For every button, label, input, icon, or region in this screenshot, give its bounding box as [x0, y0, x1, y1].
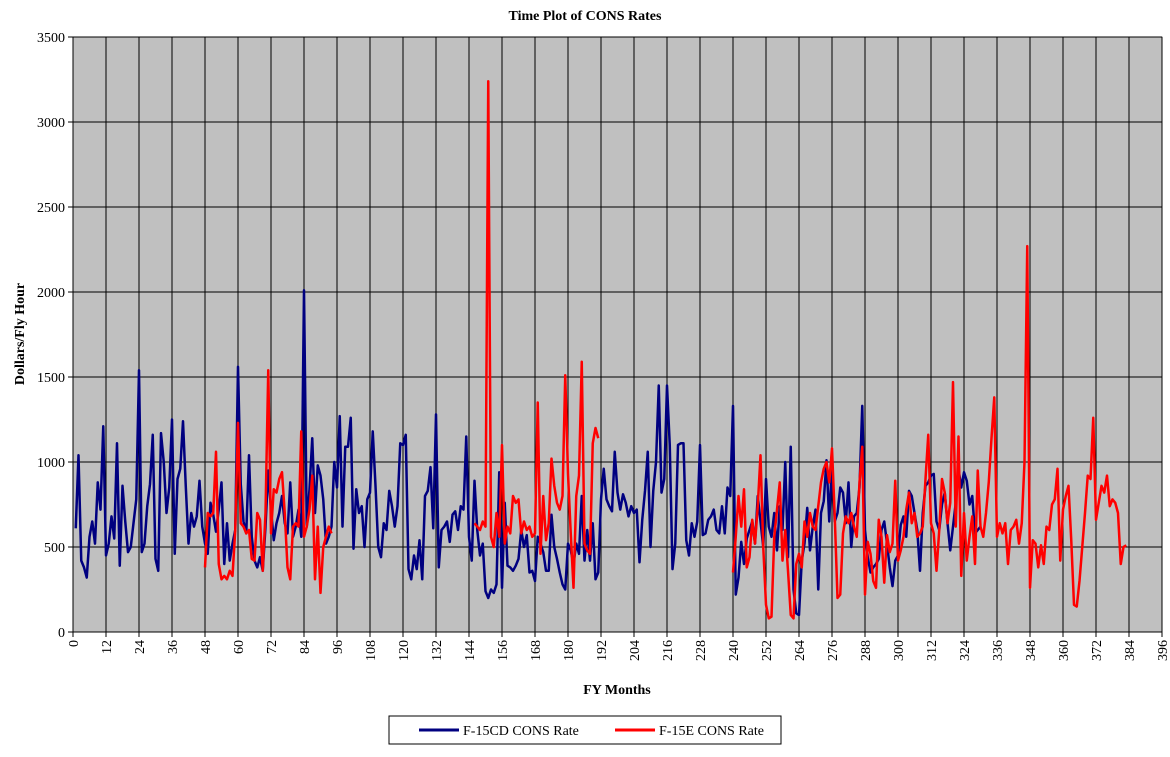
y-tick-label: 3500 [37, 31, 65, 46]
x-tick-label: 252 [760, 640, 775, 661]
series-line [203, 368, 333, 595]
x-tick-label: 72 [265, 640, 280, 654]
x-tick-label: 144 [463, 640, 478, 661]
x-tick-label: 132 [430, 640, 445, 661]
x-tick-label: 24 [133, 640, 148, 654]
x-tick-label: 60 [232, 640, 247, 654]
x-tick-label: 120 [397, 640, 412, 661]
x-tick-label: 48 [199, 640, 214, 654]
x-tick-label: 336 [991, 640, 1006, 661]
x-tick-label: 108 [364, 640, 379, 661]
y-tick-label: 3000 [37, 116, 65, 131]
x-tick-label: 84 [298, 640, 313, 654]
x-tick-label: 204 [628, 640, 643, 661]
x-tick-label: 264 [793, 640, 808, 661]
legend: F-15CD CONS Rate F-15E CONS Rate [388, 715, 782, 745]
x-tick-label: 156 [496, 640, 511, 661]
y-tick-label: 1000 [37, 456, 65, 471]
x-tick-label: 228 [694, 640, 709, 661]
x-tick-label: 360 [1057, 640, 1072, 661]
x-tick-label: 276 [826, 640, 841, 661]
x-tick-label: 96 [331, 640, 346, 654]
x-tick-label: 36 [166, 640, 181, 654]
series-line [473, 79, 600, 590]
x-tick-label: 12 [100, 640, 115, 654]
x-tick-label: 312 [925, 640, 940, 661]
x-tick-label: 288 [859, 640, 874, 661]
chart-title: Time Plot of CONS Rates [509, 9, 662, 24]
x-tick-label: 324 [958, 640, 973, 661]
x-tick-label: 396 [1156, 640, 1170, 661]
legend-label: F-15E CONS Rate [659, 724, 764, 739]
x-tick-label: 216 [661, 640, 676, 661]
plot-area [72, 36, 1163, 633]
y-axis-label: Dollars/Fly Hour [13, 283, 28, 385]
series-line [731, 244, 1127, 620]
x-tick-label: 372 [1090, 640, 1105, 661]
legend-label: F-15CD CONS Rate [463, 724, 579, 739]
x-tick-label: 0 [67, 640, 82, 647]
y-tick-label: 2500 [37, 201, 65, 216]
x-tick-label: 180 [562, 640, 577, 661]
x-axis-label: FY Months [583, 683, 651, 698]
y-tick-label: 0 [58, 626, 65, 641]
x-tick-label: 384 [1123, 640, 1138, 661]
x-tick-label: 192 [595, 640, 610, 661]
x-tick-label: 348 [1024, 640, 1039, 661]
y-tick-label: 1500 [37, 371, 65, 386]
y-tick-label: 500 [44, 541, 65, 556]
series-line [74, 289, 982, 617]
x-tick-label: 168 [529, 640, 544, 661]
y-tick-label: 2000 [37, 286, 65, 301]
x-tick-label: 240 [727, 640, 742, 661]
x-tick-label: 300 [892, 640, 907, 661]
